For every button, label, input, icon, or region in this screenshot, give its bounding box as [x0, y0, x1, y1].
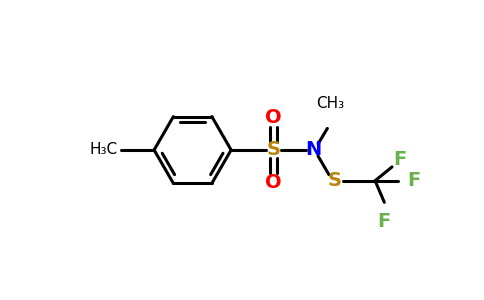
Text: CH₃: CH₃ [317, 97, 345, 112]
Text: F: F [408, 171, 421, 190]
Text: S: S [328, 171, 342, 190]
Text: H₃C: H₃C [90, 142, 118, 158]
Text: S: S [267, 140, 280, 160]
Text: F: F [378, 212, 391, 231]
Text: N: N [305, 140, 322, 160]
Text: F: F [393, 150, 407, 169]
Text: O: O [265, 173, 282, 192]
Text: O: O [265, 108, 282, 127]
